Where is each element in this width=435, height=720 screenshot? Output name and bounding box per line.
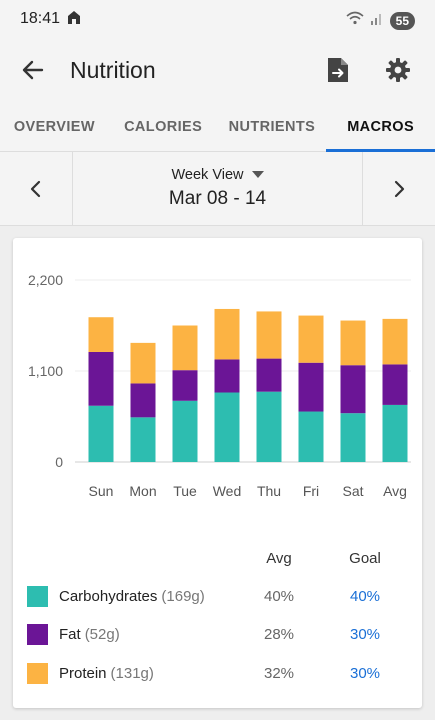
bar-protein-fri (298, 315, 324, 363)
bar-protein-thu (256, 311, 282, 359)
signal-icon (370, 11, 384, 30)
file-export-icon (328, 58, 348, 82)
fat-swatch (27, 624, 48, 645)
legend-row-fat: Fat (52g) 28% 30% (13, 623, 422, 647)
legend-row-carbohydrates: Carbohydrates (169g) 40% 40% (13, 585, 422, 609)
bar-fat-sun (88, 351, 114, 406)
protein-swatch (27, 663, 48, 684)
tab-nutrients[interactable]: NUTRIENTS (228, 118, 316, 135)
bar-protein-wed (214, 308, 240, 360)
protein-label: Protein (59, 665, 107, 682)
page-title: Nutrition (70, 56, 156, 83)
bar-carbohydrates-thu (256, 391, 282, 462)
settings-button[interactable] (383, 55, 413, 85)
bar-fat-tue (172, 370, 198, 401)
bar-fat-thu (256, 358, 282, 392)
battery-badge: 55 (389, 11, 415, 30)
dropdown-arrow-icon (251, 171, 264, 178)
protein-grams: (131g) (110, 665, 154, 682)
x-tick-label: Tue (173, 483, 197, 499)
x-tick-label: Fri (303, 483, 319, 499)
carbohydrates-label: Carbohydrates (59, 588, 158, 605)
week-picker[interactable]: Week View Mar 08 - 14 (73, 152, 362, 225)
tab-calories[interactable]: CALORIES (124, 118, 203, 135)
bar-protein-mon (130, 342, 156, 384)
bar-carbohydrates-tue (172, 400, 198, 462)
home-icon (66, 9, 82, 30)
goal-column-header: Goal (349, 550, 381, 567)
carbohydrates-goal[interactable]: 40% (349, 588, 381, 605)
legend-header: Avg Goal (13, 550, 422, 570)
macros-bar-chart: 0 1,100 2,200 Sun Mon Tue Wed Thu Fri Sat Avg (28, 272, 411, 499)
week-mode-label: Week View (171, 167, 244, 183)
previous-week-button[interactable] (0, 152, 73, 225)
x-tick-label: Avg (383, 483, 407, 499)
gear-icon (386, 58, 410, 82)
chevron-left-icon (30, 180, 41, 197)
week-selector: Week View Mar 08 - 14 (0, 152, 435, 226)
week-range: Mar 08 - 14 (168, 188, 267, 209)
carbohydrates-swatch (27, 586, 48, 607)
status-icons: 55 (346, 10, 415, 31)
bar-carbohydrates-sun (88, 405, 114, 462)
bar-fat-fri (298, 362, 324, 412)
bar-protein-avg (382, 318, 408, 365)
bar-protein-sat (340, 320, 366, 366)
fat-grams: (52g) (84, 626, 120, 643)
bar-carbohydrates-wed (214, 392, 240, 462)
x-tick-label: Thu (257, 483, 281, 499)
carbohydrates-grams: (169g) (161, 588, 205, 605)
x-tick-label: Sat (342, 483, 363, 499)
app-bar: Nutrition (0, 38, 435, 102)
tab-bar: OVERVIEW CALORIES NUTRIENTS MACROS (0, 102, 435, 152)
bar-carbohydrates-fri (298, 411, 324, 462)
bar-carbohydrates-avg (382, 404, 408, 462)
protein-avg: 32% (263, 665, 295, 682)
y-tick-label: 1,100 (28, 363, 63, 379)
protein-goal[interactable]: 30% (349, 665, 381, 682)
bar-protein-sun (88, 317, 114, 352)
fat-avg: 28% (263, 626, 295, 643)
bar-fat-sat (340, 365, 366, 414)
chevron-right-icon (394, 180, 405, 197)
tab-macros[interactable]: MACROS (326, 102, 435, 152)
back-button[interactable] (18, 55, 48, 85)
tab-overview[interactable]: OVERVIEW (13, 118, 95, 135)
bar-fat-wed (214, 359, 240, 393)
arrow-left-icon (22, 60, 44, 80)
bar-carbohydrates-mon (130, 417, 156, 462)
fat-goal[interactable]: 30% (349, 626, 381, 643)
bar-protein-tue (172, 325, 198, 371)
y-tick-label: 0 (55, 454, 63, 470)
status-bar: 18:41 55 (0, 0, 435, 38)
y-tick-label: 2,200 (28, 272, 63, 288)
wifi-icon (346, 10, 364, 31)
x-tick-label: Mon (129, 483, 156, 499)
x-tick-label: Sun (89, 483, 114, 499)
export-button[interactable] (323, 55, 353, 85)
next-week-button[interactable] (362, 152, 435, 225)
bar-carbohydrates-sat (340, 413, 366, 462)
bar-fat-avg (382, 364, 408, 405)
bar-fat-mon (130, 383, 156, 418)
carbohydrates-avg: 40% (263, 588, 295, 605)
macros-card: 0 1,100 2,200 Sun Mon Tue Wed Thu Fri Sat Avg Avg … (13, 238, 422, 708)
avg-column-header: Avg (266, 550, 292, 567)
fat-label: Fat (59, 626, 81, 643)
x-tick-label: Wed (213, 483, 242, 499)
legend-row-protein: Protein (131g) 32% 30% (13, 662, 422, 686)
status-time: 18:41 (20, 10, 61, 27)
